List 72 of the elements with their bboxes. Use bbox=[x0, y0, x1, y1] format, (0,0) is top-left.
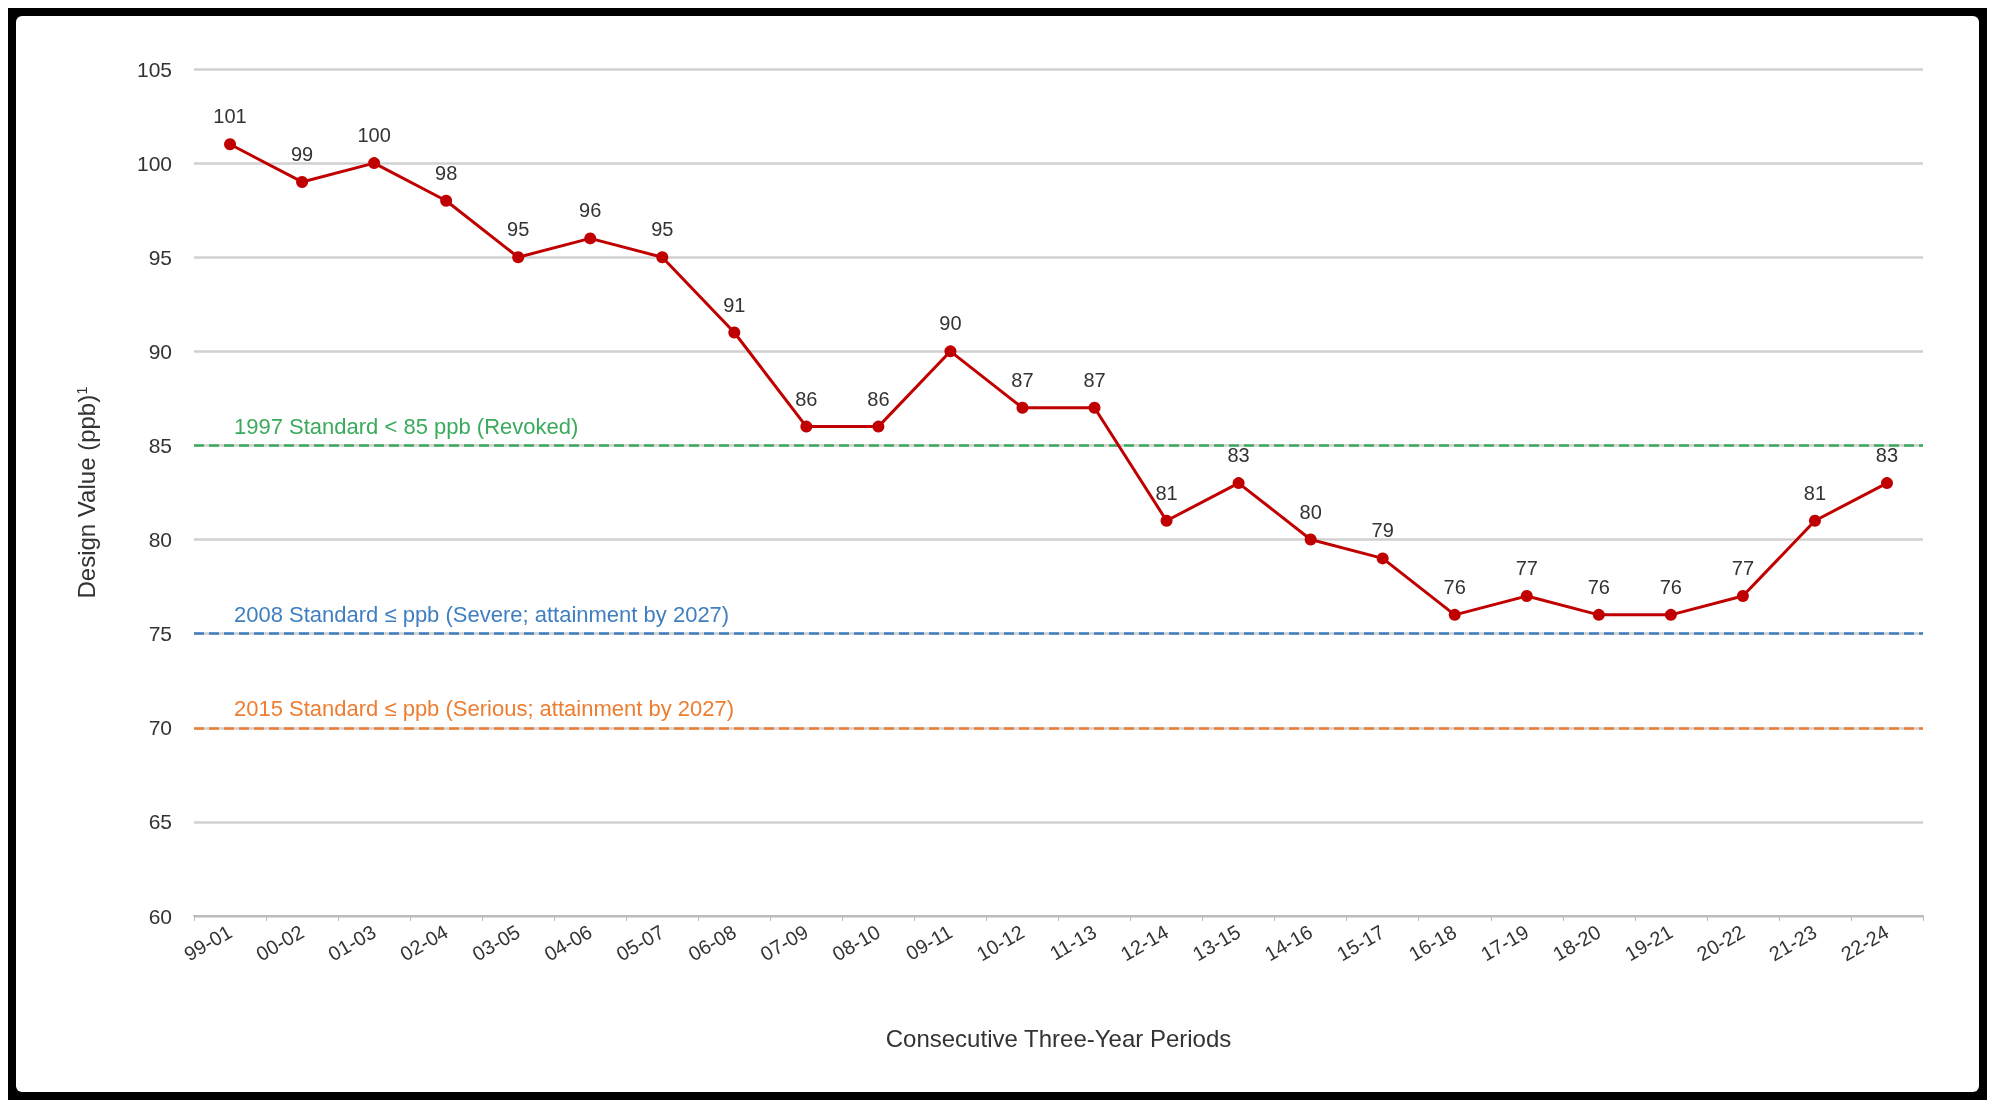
data-label: 77 bbox=[1731, 557, 1755, 580]
y-tick-label: 65 bbox=[148, 810, 172, 834]
data-label: 91 bbox=[723, 293, 746, 316]
data-label: 87 bbox=[1083, 368, 1106, 391]
point bbox=[1592, 608, 1605, 621]
data-label: 80 bbox=[1299, 500, 1322, 523]
y-tick-label: 75 bbox=[148, 622, 172, 646]
point bbox=[872, 420, 885, 433]
data-label: 76 bbox=[1443, 575, 1466, 598]
x-tick-label: 11-13 bbox=[1046, 920, 1101, 965]
y-tick-label: 80 bbox=[148, 528, 172, 552]
x-tick-label: 00-02 bbox=[252, 920, 308, 966]
point bbox=[512, 251, 525, 264]
point bbox=[728, 326, 741, 339]
data-label: 90 bbox=[939, 312, 962, 335]
data-label: 76 bbox=[1659, 575, 1682, 598]
point bbox=[1304, 533, 1317, 546]
x-tick-label: 06-08 bbox=[684, 920, 740, 966]
y-tick-label: 70 bbox=[148, 716, 172, 740]
point bbox=[1880, 477, 1893, 490]
data-label: 81 bbox=[1155, 481, 1178, 504]
x-tick-label: 99-01 bbox=[180, 920, 236, 966]
point bbox=[1016, 401, 1029, 414]
data-label: 95 bbox=[507, 218, 530, 241]
point bbox=[1448, 608, 1461, 621]
data-label: 86 bbox=[795, 387, 818, 410]
y-tick-label: 95 bbox=[148, 245, 172, 269]
ref-line-label: 2008 Standard ≤ ppb (Severe; attainment by 2027) bbox=[234, 602, 730, 628]
point bbox=[1520, 590, 1533, 603]
point bbox=[944, 345, 957, 358]
point bbox=[656, 251, 669, 264]
point bbox=[1160, 514, 1173, 527]
data-label: 86 bbox=[867, 387, 890, 410]
ref-line-label: 2015 Standard ≤ ppb (Serious; attainment by 2027) bbox=[234, 696, 735, 722]
point bbox=[1376, 552, 1389, 565]
x-tick-label: 09-11 bbox=[901, 920, 956, 965]
x-tick-label: 07-09 bbox=[756, 920, 812, 966]
y-tick-label: 85 bbox=[148, 433, 172, 457]
x-axis-title: Consecutive Three-Year Periods bbox=[885, 1024, 1232, 1052]
data-label: 79 bbox=[1371, 519, 1394, 542]
y-tick-label: 105 bbox=[136, 57, 172, 81]
data-label: 95 bbox=[651, 218, 674, 241]
point bbox=[296, 175, 309, 188]
x-tick-label: 04-06 bbox=[540, 920, 596, 966]
data-label: 101 bbox=[213, 105, 247, 128]
data-label: 83 bbox=[1875, 444, 1899, 467]
data-label: 83 bbox=[1227, 444, 1250, 467]
point bbox=[440, 194, 453, 207]
x-tick-label: 01-03 bbox=[324, 920, 380, 966]
data-label: 87 bbox=[1011, 368, 1034, 391]
ref-line-label: 1997 Standard < 85 ppb (Revoked) bbox=[234, 413, 579, 439]
point bbox=[368, 157, 381, 170]
y-tick-label: 90 bbox=[148, 339, 172, 363]
point bbox=[800, 420, 813, 433]
point bbox=[1088, 401, 1101, 414]
point bbox=[224, 138, 237, 151]
data-label: 81 bbox=[1803, 481, 1827, 504]
point bbox=[1808, 514, 1821, 527]
point bbox=[1664, 608, 1677, 621]
point bbox=[1232, 477, 1245, 490]
data-label: 98 bbox=[435, 161, 458, 184]
point bbox=[584, 232, 597, 245]
y-tick-label: 60 bbox=[148, 904, 172, 928]
data-label: 77 bbox=[1515, 557, 1538, 580]
data-label: 100 bbox=[357, 124, 391, 147]
point bbox=[1736, 590, 1749, 603]
data-label: 99 bbox=[290, 142, 314, 165]
y-axis-title: Design Value (ppb)1 bbox=[73, 386, 100, 599]
data-label: 96 bbox=[579, 199, 602, 222]
data-label: 76 bbox=[1587, 575, 1610, 598]
x-tick-label: 08-10 bbox=[828, 920, 884, 966]
y-tick-label: 100 bbox=[136, 151, 172, 175]
